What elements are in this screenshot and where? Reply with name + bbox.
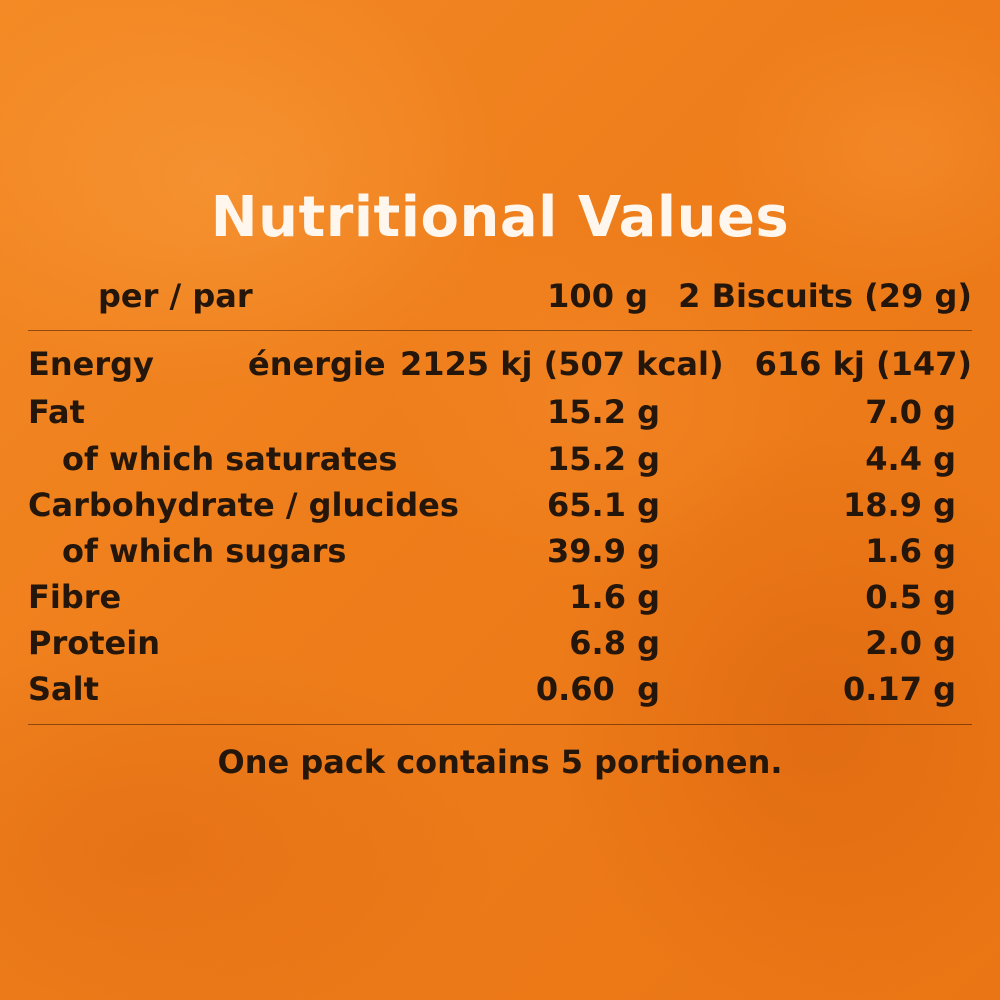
row-energy-per100: 2125 kj (507 kcal)	[400, 345, 724, 383]
row-label-fibre: Fibre	[28, 578, 122, 616]
header-per-label: per / par	[98, 277, 253, 315]
row-fat-serving: 7.0 g	[865, 393, 956, 431]
row-salt-per100: 0.60 g	[535, 670, 660, 708]
row-saturates-per100: 15.2 g	[547, 440, 660, 478]
portion-note: One pack contains 5 portionen.	[217, 743, 783, 781]
footer-divider	[28, 724, 972, 725]
header-divider	[28, 330, 972, 331]
header-per-serving: 2 Biscuits (29 g)	[678, 277, 972, 315]
row-sugars-per100: 39.9 g	[547, 532, 660, 570]
row-sugars-serving: 1.6 g	[865, 532, 956, 570]
row-protein-per100: 6.8 g	[569, 624, 660, 662]
header-per-100g: 100 g	[547, 277, 648, 315]
row-label-saturates: of which saturates	[62, 440, 398, 478]
page-title: Nutritional Values	[210, 185, 790, 250]
row-label-protein: Protein	[28, 624, 160, 662]
row-label-energie: énergie	[248, 345, 386, 383]
row-energy-serving: 616 kj (147)	[754, 345, 972, 383]
row-label-carbohydrate: Carbohydrate / glucides	[28, 486, 459, 524]
row-salt-serving: 0.17 g	[843, 670, 956, 708]
row-label-energy: Energy	[28, 345, 154, 383]
row-fat-per100: 15.2 g	[547, 393, 660, 431]
row-label-sugars: of which sugars	[62, 532, 347, 570]
row-protein-serving: 2.0 g	[865, 624, 956, 662]
row-fibre-serving: 0.5 g	[865, 578, 956, 616]
row-carbohydrate-serving: 18.9 g	[843, 486, 956, 524]
row-saturates-serving: 4.4 g	[865, 440, 956, 478]
row-fibre-per100: 1.6 g	[569, 578, 660, 616]
row-carbohydrate-per100: 65.1 g	[547, 486, 660, 524]
row-label-salt: Salt	[28, 670, 99, 708]
row-label-fat: Fat	[28, 393, 85, 431]
